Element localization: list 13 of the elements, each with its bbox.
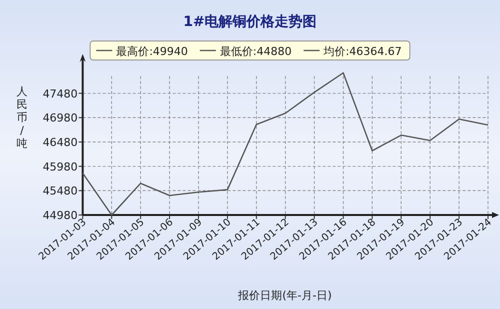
y-tick-label: 45480 — [42, 184, 78, 198]
text: 最高价:49940 — [116, 45, 188, 58]
line-series — [82, 72, 489, 216]
chart-title: 1#电解铜价格走势图 — [183, 14, 317, 30]
y-tick-label: 46980 — [42, 112, 78, 125]
y-tick-label: 45980 — [42, 160, 78, 174]
y-axis-title: 人民币/吨 — [16, 85, 28, 150]
text: 均价:46364.67 — [322, 45, 402, 58]
y-tick-label: 46480 — [42, 136, 78, 149]
y-tick-label: 44980 — [42, 209, 78, 222]
y-tick-label: 47480 — [42, 87, 78, 100]
x-axis-title: 报价日期(年-月-日) — [237, 289, 332, 302]
text: 最低价:44880 — [220, 45, 292, 58]
